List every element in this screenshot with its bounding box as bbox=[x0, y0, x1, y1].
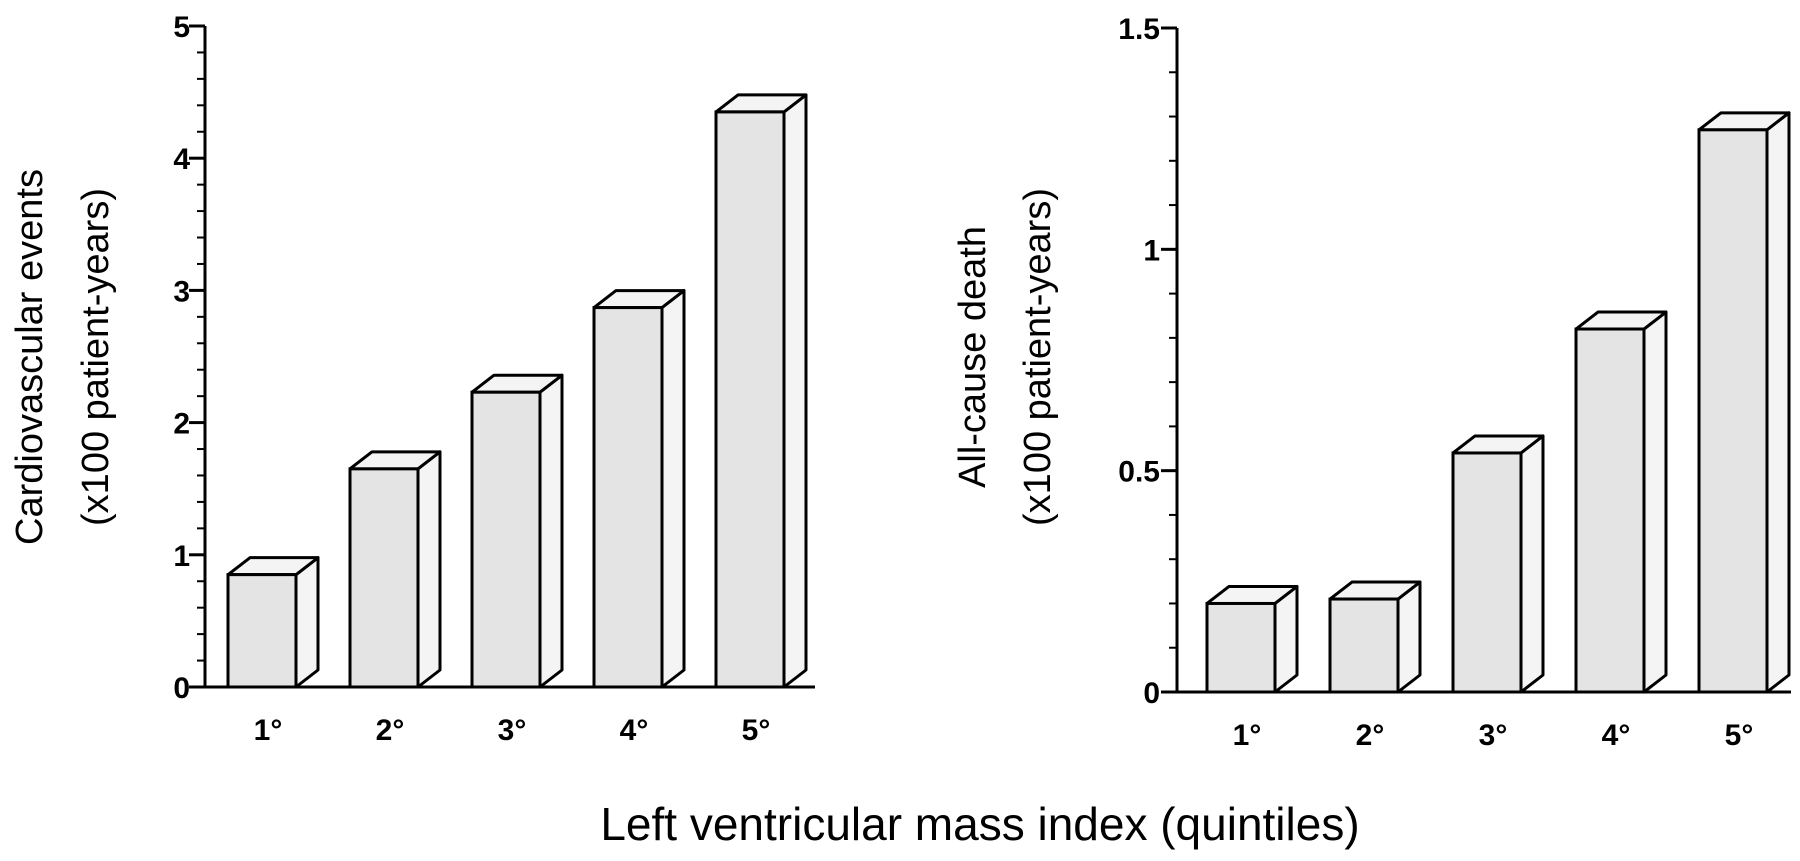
bar bbox=[226, 556, 320, 689]
bar-side bbox=[538, 373, 564, 689]
bar bbox=[1451, 434, 1545, 694]
x-tick-label: 3° bbox=[498, 714, 527, 747]
y-axis-title-line: (x100 patient-years) bbox=[1017, 188, 1059, 526]
bar-side bbox=[782, 93, 808, 689]
bar bbox=[470, 373, 564, 689]
bar bbox=[1205, 584, 1299, 694]
y-axis-title-line: (x100 patient-years) bbox=[75, 188, 117, 526]
bar bbox=[348, 450, 442, 689]
y-tick-label: 1 bbox=[1143, 234, 1160, 267]
bar-side bbox=[660, 289, 686, 689]
bar-front bbox=[1697, 128, 1769, 694]
x-tick-label: 2° bbox=[376, 714, 405, 747]
bar-side bbox=[1765, 111, 1791, 694]
y-tick-label: 0 bbox=[173, 672, 190, 705]
y-axis-title-line: Cardiovascular events bbox=[9, 169, 51, 545]
bar-front bbox=[714, 110, 786, 689]
bar-side bbox=[1519, 434, 1545, 694]
bar bbox=[1574, 310, 1668, 694]
bar-side bbox=[1642, 310, 1668, 694]
x-tick-label: 5° bbox=[742, 714, 771, 747]
bar bbox=[1328, 580, 1422, 694]
y-tick-label: 2 bbox=[173, 408, 190, 441]
panel-cardiovascular-events: 0 1 2 3 4 5 Cardiovascular events (x100 patient… bbox=[9, 11, 815, 747]
x-tick-label: 1° bbox=[254, 714, 283, 747]
bar-front bbox=[226, 573, 298, 689]
panel-all-cause-death: 0 0.5 1 1.5 All-cause death (x100 patient-yea… bbox=[952, 13, 1791, 752]
x-tick-label: 4° bbox=[620, 714, 649, 747]
y-tick-label: 0.5 bbox=[1118, 456, 1160, 489]
y-tick-label: 3 bbox=[173, 275, 190, 308]
y-tick-label: 0 bbox=[1143, 677, 1160, 710]
y-tick-label: 4 bbox=[173, 143, 190, 176]
x-tick-label: 4° bbox=[1602, 719, 1631, 752]
x-tick-label: 2° bbox=[1356, 719, 1385, 752]
x-tick-label: 5° bbox=[1725, 719, 1754, 752]
y-axis-title-line: All-cause death bbox=[952, 226, 994, 488]
x-axis-title: Left ventricular mass index (quintiles) bbox=[600, 798, 1359, 850]
bar bbox=[714, 93, 808, 689]
bar-front bbox=[1574, 327, 1646, 694]
bar bbox=[592, 289, 686, 689]
x-tick-label: 1° bbox=[1233, 719, 1262, 752]
bar bbox=[1697, 111, 1791, 694]
bar-front bbox=[470, 390, 542, 689]
bar-front bbox=[592, 306, 664, 689]
bar-front bbox=[348, 467, 420, 689]
bar-side bbox=[294, 556, 320, 689]
y-tick-label: 5 bbox=[173, 11, 190, 44]
bar-side bbox=[1396, 580, 1422, 694]
bar-front bbox=[1205, 601, 1277, 694]
y-tick-label: 1.5 bbox=[1118, 13, 1160, 46]
bar-front bbox=[1328, 597, 1400, 694]
bar-front bbox=[1451, 451, 1523, 694]
bar-side bbox=[416, 450, 442, 689]
x-tick-label: 3° bbox=[1479, 719, 1508, 752]
y-tick-label: 1 bbox=[173, 540, 190, 573]
